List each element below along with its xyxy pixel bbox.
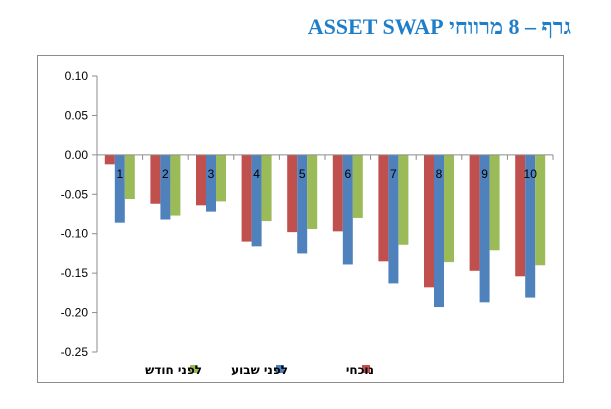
bar <box>196 154 206 206</box>
bar <box>444 154 454 263</box>
bar <box>307 154 318 229</box>
legend-label: לפני שבוע <box>231 363 288 377</box>
legend-swatch <box>276 365 284 373</box>
legend-swatch <box>190 365 198 373</box>
y-tick-label: -0.10 <box>61 227 89 241</box>
y-tick-label: 0.05 <box>65 108 89 122</box>
chart-title: גרף – 8 מרווחי ASSET SWAP <box>307 14 571 39</box>
y-tick-label: 0.10 <box>65 69 89 83</box>
y-tick-label: -0.05 <box>61 187 89 201</box>
bar <box>114 154 125 223</box>
bar <box>170 154 181 216</box>
bar <box>515 154 526 277</box>
bar <box>398 154 409 245</box>
bar <box>241 154 252 242</box>
bar <box>469 154 480 271</box>
bar <box>342 154 353 265</box>
x-category-label: 8 <box>436 167 443 181</box>
bar <box>104 154 115 165</box>
bar <box>332 154 343 232</box>
y-tick-label: 0.00 <box>65 148 89 162</box>
bar <box>479 154 490 303</box>
bar <box>124 154 135 200</box>
y-tick-label: -0.25 <box>61 345 89 359</box>
x-category-label: 1 <box>116 167 123 181</box>
bar <box>434 154 444 308</box>
bar <box>525 154 536 298</box>
x-category-label: 6 <box>344 167 351 181</box>
legend-label: לפני חודש <box>145 363 202 377</box>
bar <box>251 154 262 247</box>
bar <box>489 154 500 251</box>
bar <box>388 154 399 284</box>
x-category-label: 4 <box>253 167 260 181</box>
x-category-label: 2 <box>162 167 169 181</box>
y-tick-label: -0.15 <box>61 266 89 280</box>
legend-swatch <box>362 365 370 373</box>
bar <box>206 154 216 212</box>
x-category-label: 5 <box>299 167 306 181</box>
x-category-label: 7 <box>390 167 397 181</box>
bar <box>216 154 226 202</box>
x-category-label: 10 <box>524 167 538 181</box>
bar <box>424 154 434 288</box>
bar <box>297 154 308 254</box>
y-tick-label: -0.20 <box>61 306 89 320</box>
x-category-label: 9 <box>481 167 488 181</box>
legend-label: נוכחי <box>346 363 374 377</box>
x-category-label: 3 <box>208 167 215 181</box>
bar <box>261 154 272 222</box>
bar <box>378 154 389 262</box>
bar <box>150 154 161 204</box>
bar <box>352 154 363 218</box>
bar <box>535 154 546 266</box>
bar <box>287 154 298 233</box>
bar <box>160 154 171 220</box>
